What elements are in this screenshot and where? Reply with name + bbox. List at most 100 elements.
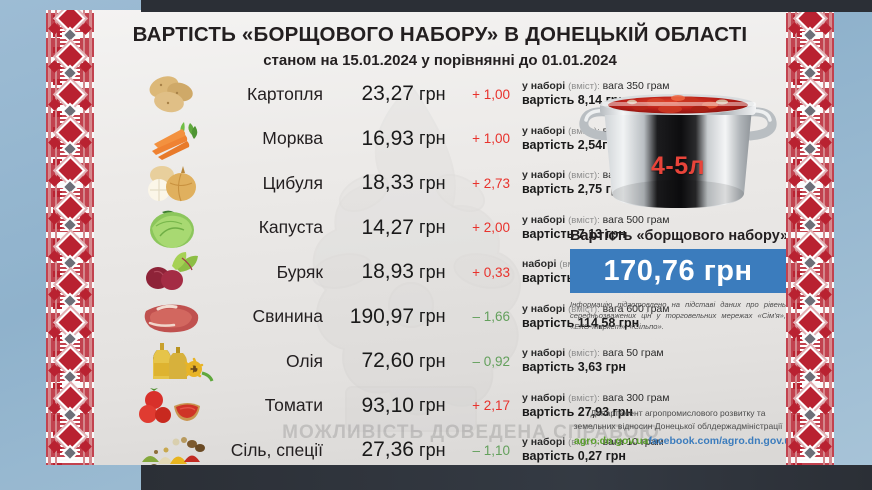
set-paren: (вміст): bbox=[568, 170, 600, 182]
set-prefix: у наборі bbox=[522, 80, 566, 93]
price-delta: + 0,33 bbox=[472, 264, 510, 280]
product-name: Сіль, спеції bbox=[230, 439, 323, 460]
product-name: Морква bbox=[262, 128, 323, 149]
product-price: 18,93 bbox=[361, 260, 414, 284]
total-price-value: 170,76 грн bbox=[603, 254, 753, 287]
department-credits: Департамент агропромислового розвитку та… bbox=[570, 407, 797, 447]
embroidery-border-left bbox=[46, 10, 94, 465]
product-price: 16,93 bbox=[361, 126, 414, 150]
table-row: Цибуля 18,33 грн + 2,73 у наборі (вміст)… bbox=[132, 161, 670, 206]
set-prefix: у наборі bbox=[522, 347, 566, 360]
department-line-2: земельних відносин Донецької облдержадмі… bbox=[573, 420, 783, 431]
product-name: Свинина bbox=[252, 306, 323, 327]
set-weight: вага 350 грам bbox=[602, 80, 670, 93]
product-price: 23,27 bbox=[361, 82, 414, 106]
embroidery-rails-right bbox=[786, 10, 834, 465]
price-delta: + 2,17 bbox=[472, 398, 510, 414]
set-paren: (вміст): bbox=[568, 392, 600, 404]
set-paren: (вміст): bbox=[568, 214, 600, 226]
price-delta: + 2,00 bbox=[472, 220, 510, 236]
price-delta: – 1,66 bbox=[472, 309, 510, 325]
spices-icon bbox=[132, 428, 214, 465]
set-prefix: у наборі bbox=[522, 391, 566, 404]
currency-label: грн bbox=[419, 350, 446, 371]
currency-label: грн bbox=[419, 439, 446, 460]
product-price: 190,97 bbox=[349, 304, 414, 328]
page-subtitle: станом на 15.01.2024 у порівнянні до 01.… bbox=[263, 52, 617, 69]
price-delta: – 0,92 bbox=[472, 353, 510, 369]
table-row: Буряк 18,93 грн + 0,33 наборі (вміст): в… bbox=[132, 250, 661, 295]
cabbage-icon bbox=[132, 206, 214, 250]
poster-content: ВАРТІСТЬ «БОРЩОВОГО НАБОРУ» В ДОНЕЦЬКІЙ … bbox=[94, 10, 797, 465]
set-detail: у наборі (вміст): вага 350 грам вартість… bbox=[512, 80, 670, 108]
price-delta: + 1,00 bbox=[472, 131, 510, 147]
embroidery-diamonds-left bbox=[57, 10, 83, 465]
set-weight: вага 10 грам bbox=[602, 436, 664, 449]
set-weight: вага 500 грам bbox=[602, 213, 670, 226]
summary-panel: 4-5л Вартість «борщового набору» 170,76 … bbox=[570, 64, 789, 332]
currency-label: грн bbox=[419, 306, 446, 327]
currency-label: грн bbox=[419, 217, 446, 238]
embroidery-diamonds-right bbox=[797, 10, 823, 465]
carrot-icon bbox=[132, 117, 214, 161]
set-prefix: наборі bbox=[522, 258, 557, 271]
set-prefix: у наборі bbox=[522, 124, 566, 137]
price-delta: – 1,10 bbox=[472, 442, 510, 458]
product-name: Капуста bbox=[258, 217, 323, 238]
table-row: Свинина 190,97 грн – 1,66 у наборі (вміс… bbox=[132, 295, 670, 340]
set-paren: (вміст): bbox=[568, 81, 600, 93]
set-cost: вартість 2,75 грн bbox=[522, 182, 626, 197]
set-paren: (вміст): bbox=[568, 303, 600, 315]
infographic-poster: МОЖЛИВІСТЬ ДОВЕДЕНА СПРАВОЮ bbox=[46, 10, 834, 465]
potato-icon bbox=[132, 72, 214, 116]
product-list: Картопля 23,27 грн + 1,00 у наборі (вміс… bbox=[132, 72, 670, 465]
department-line-1: Департамент агропромислового розвитку та bbox=[590, 408, 766, 419]
total-price-box: 170,76 грн bbox=[570, 249, 786, 293]
set-weight: вага 50 грам bbox=[602, 347, 664, 360]
product-name: Буряк bbox=[276, 261, 323, 282]
onion-icon bbox=[132, 161, 214, 205]
table-row: Сіль, спеції 27,36 грн – 1,10 у наборі (… bbox=[132, 428, 664, 465]
table-row: Олія 72,60 грн – 0,92 у наборі (вміст): … bbox=[132, 339, 664, 384]
set-cost: вартість 2,54грн bbox=[522, 137, 623, 152]
facebook-link[interactable]: facebook.com/agro.dn.gov.ua bbox=[648, 435, 797, 447]
borscht-pot-illustration: 4-5л bbox=[570, 64, 786, 224]
set-prefix: у наборі bbox=[522, 302, 566, 315]
set-detail: у наборі (вміст): вага 50 грам вартість … bbox=[512, 347, 664, 375]
set-cost: вартість 0,27 грн bbox=[522, 449, 626, 464]
set-detail: у наборі (вміст): вага 300 грам вартість… bbox=[512, 391, 670, 419]
embroidery-rails-left bbox=[46, 10, 94, 465]
product-price: 27,36 bbox=[361, 438, 414, 462]
product-name: Томати bbox=[264, 395, 323, 416]
set-detail: у наборі (вміст): вага 600 грам вартість… bbox=[512, 302, 670, 330]
table-row: Картопля 23,27 грн + 1,00 у наборі (вміс… bbox=[132, 72, 670, 117]
set-prefix: у наборі bbox=[522, 169, 566, 182]
set-prefix: у наборі bbox=[522, 436, 566, 449]
set-weight: вага 300 грам bbox=[602, 391, 670, 404]
total-caption: Вартість «борщового набору» bbox=[570, 228, 789, 244]
price-delta: + 1,00 bbox=[472, 86, 510, 102]
page-title: ВАРТІСТЬ «БОРЩОВОГО НАБОРУ» В ДОНЕЦЬКІЙ … bbox=[132, 23, 748, 46]
set-paren: (вміст): bbox=[568, 437, 600, 449]
set-cost: вартість 27,93 грн bbox=[522, 404, 633, 419]
website-link[interactable]: agro.dn.gov.ua bbox=[574, 435, 649, 447]
set-paren: (вміст): bbox=[568, 348, 600, 360]
data-source-footnote: Інформацію підготовлено на підставі дани… bbox=[570, 300, 786, 331]
table-row: Морква 16,93 грн + 1,00 у наборі (вміст)… bbox=[132, 117, 670, 162]
pot-volume-label: 4-5л bbox=[650, 152, 705, 180]
window-bottom-bar bbox=[141, 465, 872, 490]
set-detail: у наборі (вміст): вага 500 грам вартість… bbox=[512, 213, 670, 241]
pork-icon bbox=[132, 295, 214, 339]
set-cost: вартість 8,14 грн bbox=[522, 93, 626, 108]
set-cost: вартість 7,13 грн bbox=[522, 226, 626, 241]
oil-icon bbox=[132, 339, 214, 383]
embroidery-border-right bbox=[786, 10, 834, 465]
product-name: Олія bbox=[286, 350, 323, 371]
set-prefix: у наборі bbox=[522, 213, 566, 226]
product-name: Картопля bbox=[247, 83, 323, 104]
set-cost: вартість 3,63 грн bbox=[522, 360, 626, 375]
window-top-bar bbox=[141, 0, 872, 12]
currency-label: грн bbox=[419, 395, 446, 416]
tomato-icon bbox=[132, 384, 214, 428]
currency-label: грн bbox=[419, 172, 446, 193]
